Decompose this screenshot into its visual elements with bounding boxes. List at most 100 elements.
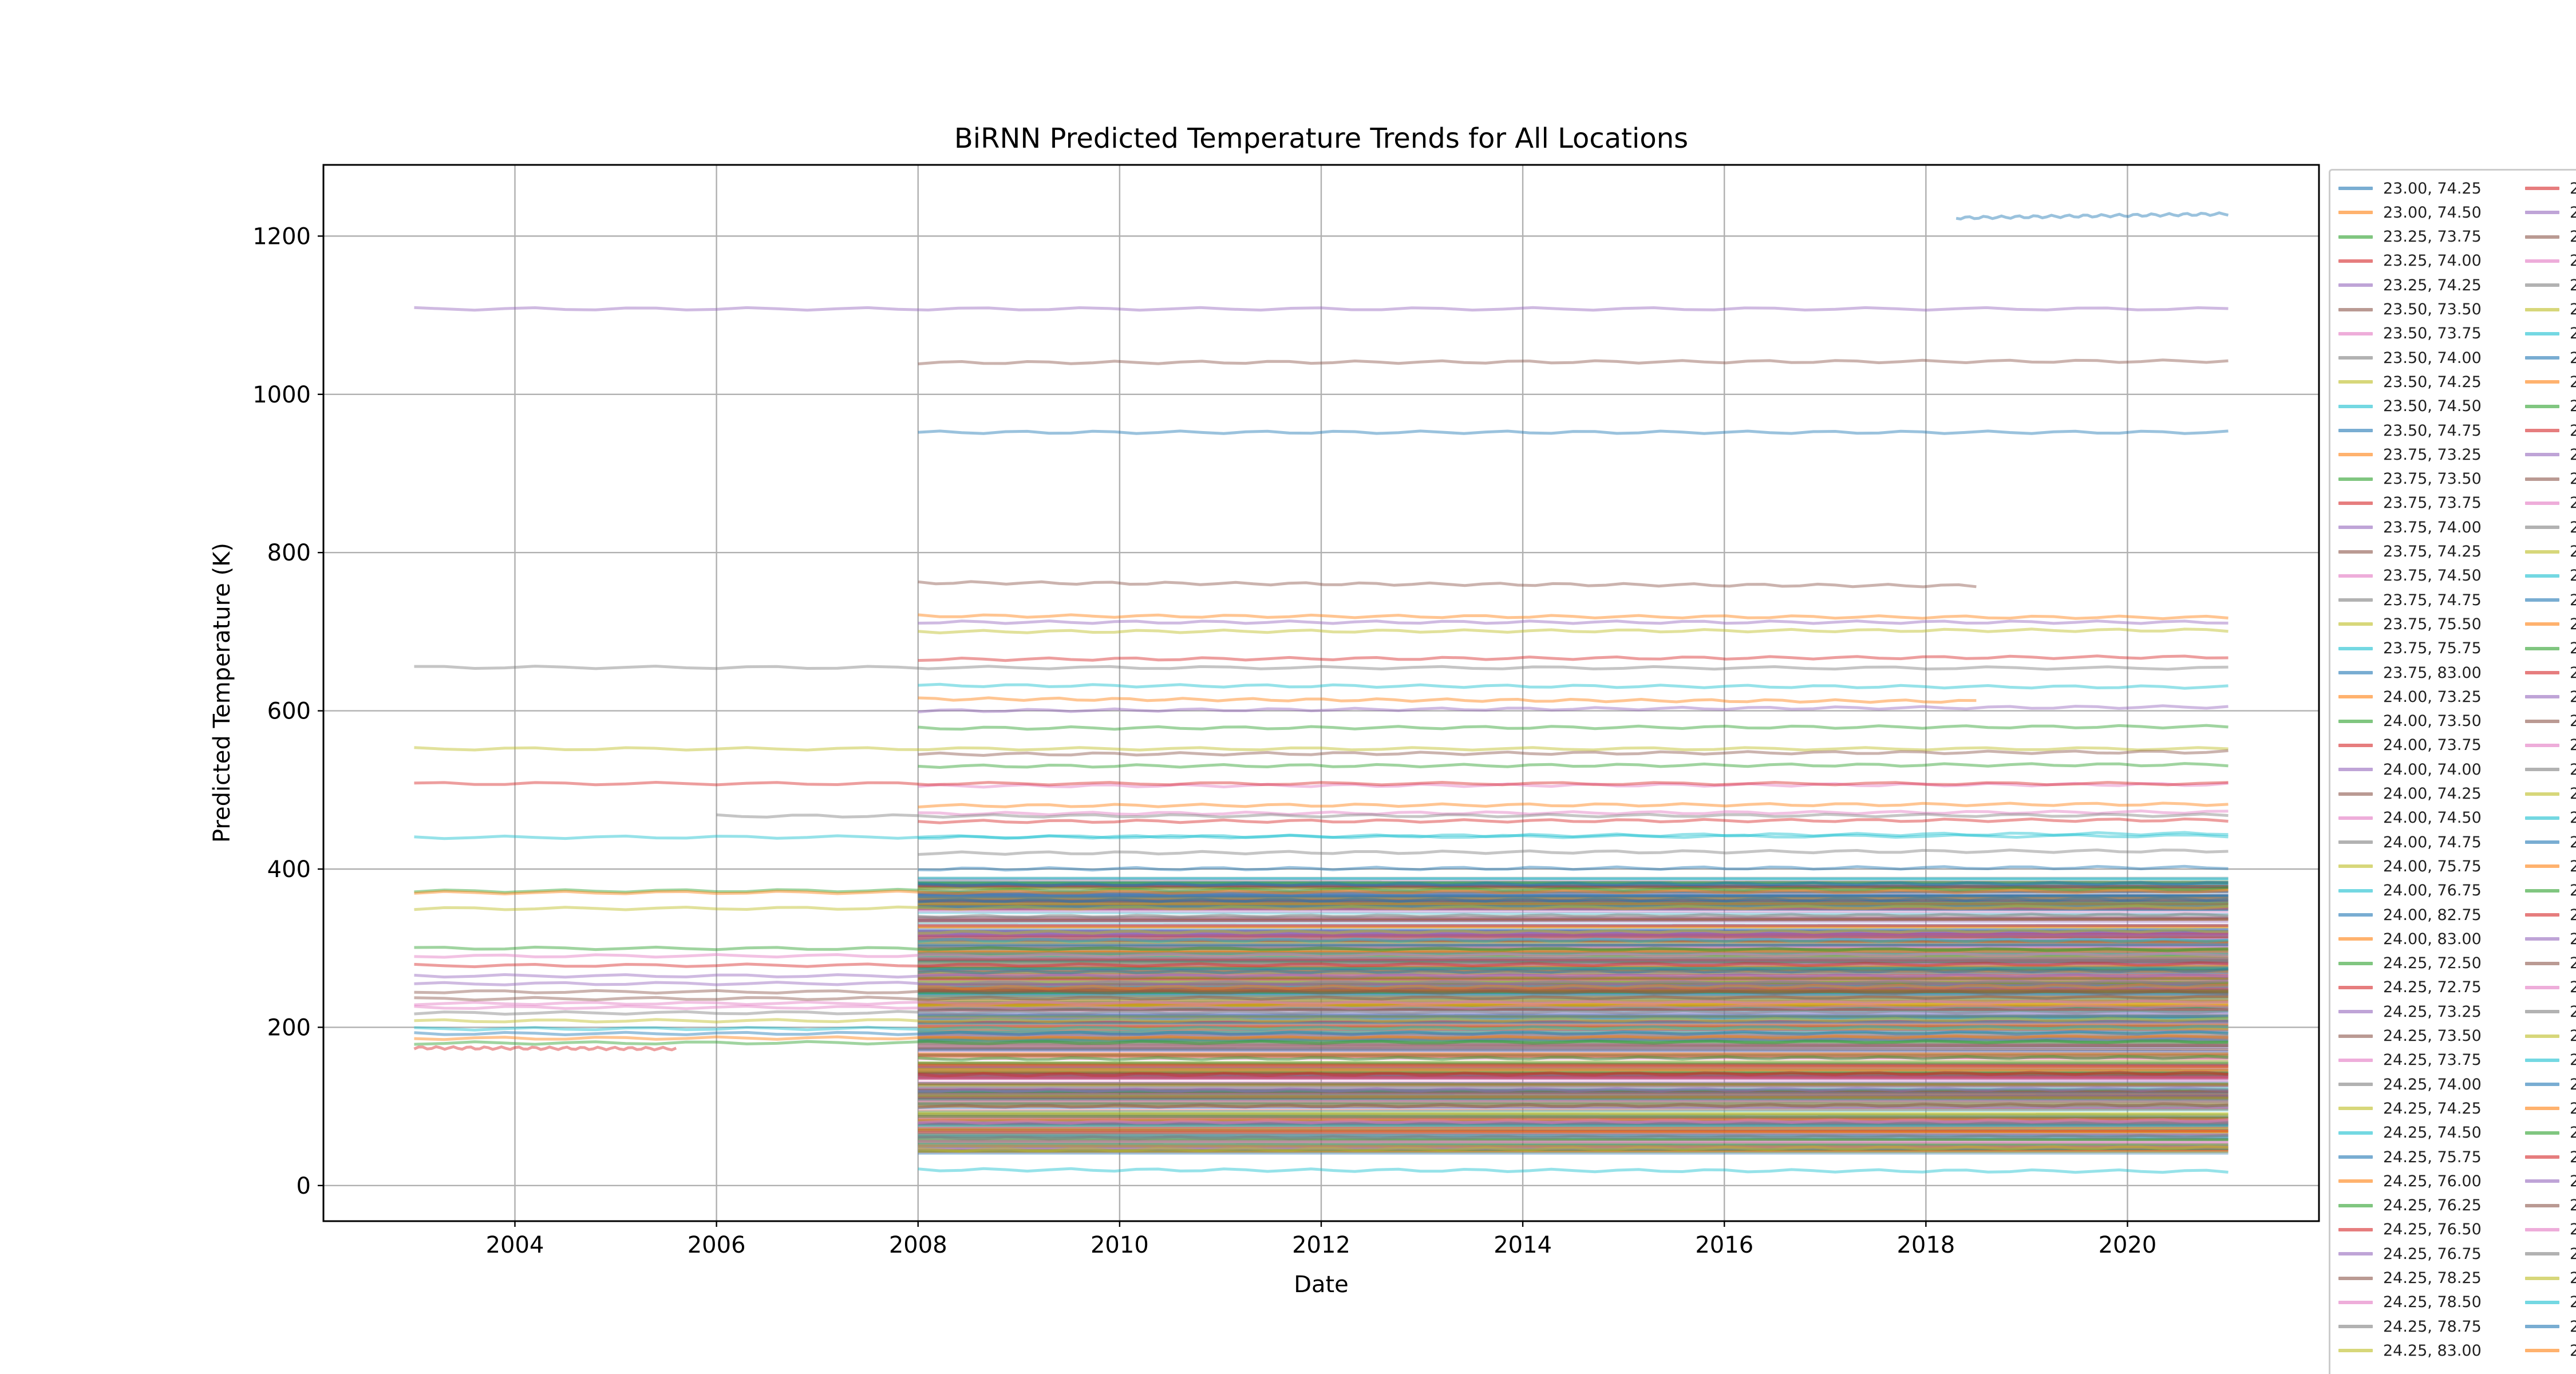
- series-line: [918, 937, 2229, 943]
- legend-swatch: [2525, 356, 2559, 360]
- dense-series-line: [918, 1144, 2229, 1150]
- series-line: [414, 904, 2229, 911]
- legend-swatch: [2525, 913, 2559, 917]
- legend-item-clipped: 2: [2525, 564, 2576, 588]
- dense-series-line: [918, 1000, 2229, 1005]
- series-line: [414, 1016, 2229, 1024]
- series-line: [414, 833, 2229, 840]
- legend-item-clipped: 2: [2525, 854, 2576, 878]
- legend-item: 24.25, 83.00: [2338, 1339, 2482, 1363]
- legend-item-clipped: 2: [2525, 540, 2576, 564]
- dense-series-line: [918, 882, 2229, 886]
- dense-series-line: [918, 885, 2229, 890]
- dense-series-line: [918, 1124, 2229, 1129]
- dense-series-line: [918, 1004, 2229, 1009]
- dense-series-line: [918, 1072, 2229, 1076]
- legend-label-clipped: 2: [2570, 906, 2576, 924]
- dense-series-line: [918, 1088, 2229, 1093]
- legend-item-clipped: 2: [2525, 1242, 2576, 1266]
- dense-series-line: [918, 957, 2229, 962]
- dense-series-line: [918, 1037, 2229, 1043]
- legend-item: 24.00, 74.00: [2338, 757, 2482, 781]
- dense-series-line: [918, 958, 2229, 962]
- legend-item-clipped: 2: [2525, 370, 2576, 394]
- series-line: [414, 886, 2229, 894]
- dense-series-line: [918, 1145, 2229, 1150]
- dense-series-line: [918, 899, 2229, 903]
- legend-item: 24.00, 73.25: [2338, 685, 2482, 709]
- legend-swatch: [2338, 985, 2373, 989]
- legend-label-clipped: 2: [2570, 688, 2576, 706]
- dense-series-line: [918, 1076, 2229, 1080]
- dense-series-line: [918, 986, 2229, 992]
- dense-series-line: [918, 1131, 2229, 1136]
- x-tick-label: 2006: [688, 1232, 746, 1258]
- legend-label: 23.50, 74.00: [2383, 349, 2482, 367]
- dense-series-line: [918, 1027, 2229, 1033]
- dense-series-line: [918, 1075, 2229, 1079]
- dense-series-line: [918, 898, 2229, 903]
- legend-swatch: [2525, 1203, 2559, 1207]
- dense-series-line: [918, 976, 2229, 981]
- dense-series-line: [918, 982, 2229, 986]
- dense-series-line: [918, 1137, 2229, 1142]
- dense-series-line: [918, 910, 2229, 914]
- dense-series-line: [918, 1026, 2229, 1030]
- dense-series-line: [918, 1087, 2229, 1092]
- legend-label-clipped: 2: [2570, 301, 2576, 318]
- legend-swatch: [2338, 840, 2373, 844]
- dense-series-line: [918, 884, 2229, 889]
- dense-series-line: [918, 968, 2229, 973]
- dense-series-line: [918, 1118, 2229, 1123]
- dense-series-line: [918, 932, 2229, 938]
- legend-label: 23.25, 74.00: [2383, 252, 2482, 270]
- legend-label: 23.75, 74.75: [2383, 591, 2482, 609]
- legend-swatch: [2338, 283, 2373, 287]
- series-line: [918, 802, 2229, 809]
- dense-series-line: [918, 962, 2229, 967]
- dense-series-line: [918, 1042, 2229, 1047]
- dense-series-line: [918, 1014, 2229, 1019]
- legend-swatch: [2525, 840, 2559, 844]
- dense-series-line: [918, 907, 2229, 911]
- legend-swatch: [2525, 1227, 2559, 1231]
- legend-label-clipped: 2: [2570, 470, 2576, 488]
- dense-series-line: [918, 1053, 2229, 1059]
- dense-series-line: [918, 973, 2229, 977]
- legend-item: 23.75, 75.50: [2338, 612, 2482, 636]
- dense-series-line: [918, 932, 2229, 937]
- legend-swatch: [2338, 259, 2373, 263]
- dense-series-line: [918, 1138, 2229, 1142]
- legend-label-clipped: 2: [2570, 1076, 2576, 1093]
- dense-series-line: [918, 1071, 2229, 1076]
- dense-series-line: [918, 1072, 2229, 1076]
- dense-series-line: [918, 1059, 2229, 1064]
- series-line: [414, 979, 2229, 986]
- legend-label-clipped: 2: [2570, 543, 2576, 560]
- legend-item: 23.75, 74.75: [2338, 588, 2482, 612]
- series-line: [918, 897, 2229, 903]
- legend-item-clipped: 2: [2525, 976, 2576, 1000]
- dense-series-line: [918, 890, 2229, 895]
- legend-label-clipped: 2: [2570, 809, 2576, 827]
- dense-series-line: [918, 925, 2229, 929]
- dense-series-line: [918, 1099, 2229, 1105]
- dense-series-line: [918, 1012, 2229, 1016]
- legend-swatch: [2338, 380, 2373, 384]
- dense-series-line: [918, 1134, 2229, 1138]
- legend-item: 24.00, 74.25: [2338, 782, 2482, 806]
- legend-label: 23.25, 74.25: [2383, 276, 2482, 294]
- dense-series-line: [918, 1095, 2229, 1100]
- dense-series-line: [918, 937, 2229, 942]
- dense-series-line: [918, 1072, 2229, 1076]
- dense-series-line: [918, 1026, 2229, 1032]
- dense-series-line: [918, 893, 2229, 898]
- series-line: [414, 945, 2229, 953]
- legend-swatch: [2525, 477, 2559, 481]
- dense-series-line: [918, 989, 2229, 992]
- legend-item-clipped: 2: [2525, 1339, 2576, 1363]
- dense-series-line: [918, 1112, 2229, 1118]
- dense-series-line: [918, 1039, 2229, 1044]
- legend-swatch: [2338, 429, 2373, 432]
- dense-series-line: [918, 966, 2229, 971]
